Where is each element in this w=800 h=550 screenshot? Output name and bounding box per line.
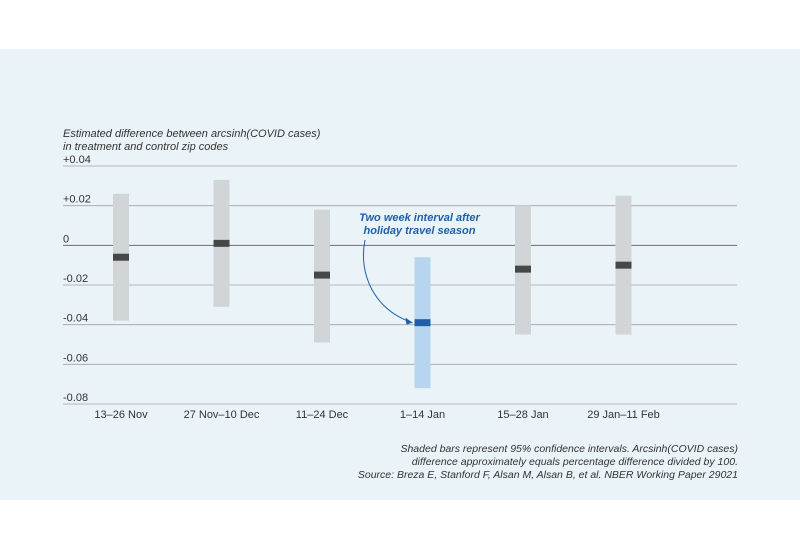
x-tick-label: 1–14 Jan xyxy=(400,409,445,421)
annotation-text-line: holiday travel season xyxy=(364,225,476,237)
annotation-arrowhead xyxy=(405,317,413,325)
footnote-line-2: difference approximately equals percenta… xyxy=(411,456,738,468)
y-tick-label: +0.04 xyxy=(63,154,91,166)
estimate-marker xyxy=(615,261,632,269)
estimate-marker xyxy=(314,271,330,279)
x-tick-label: 27 Nov–10 Dec xyxy=(184,409,260,421)
y-axis-label-line-1: Estimated difference between arcsinh(COV… xyxy=(63,128,321,140)
footnote-line-3: Source: Breza E, Stanford F, Alsan M, Al… xyxy=(357,469,738,481)
y-axis-label: Estimated difference between arcsinh(COV… xyxy=(63,128,393,154)
footnote-line-1: Shaded bars represent 95% confidence int… xyxy=(400,443,738,455)
y-tick-label: -0.02 xyxy=(63,273,88,285)
y-tick-label: 0 xyxy=(63,233,69,245)
y-tick-label: -0.08 xyxy=(63,392,88,404)
y-tick-label: -0.04 xyxy=(63,313,88,325)
estimate-marker xyxy=(113,253,129,261)
highlighted-estimate-marker xyxy=(414,319,431,327)
annotation-arrow xyxy=(363,239,413,324)
y-tick-label: -0.06 xyxy=(63,352,88,364)
chart-panel xyxy=(0,49,800,500)
chart-footnote: Shaded bars represent 95% confidence int… xyxy=(218,443,738,482)
x-tick-label: 15–28 Jan xyxy=(497,409,548,421)
estimate-marker xyxy=(515,265,531,273)
x-tick-label: 11–24 Dec xyxy=(296,409,349,421)
x-tick-label: 29 Jan–11 Feb xyxy=(587,409,660,421)
x-tick-label: 13–26 Nov xyxy=(94,409,148,421)
y-tick-label: +0.02 xyxy=(63,194,91,206)
annotation-text-line: Two week interval after xyxy=(359,212,480,224)
estimate-marker xyxy=(213,239,230,247)
y-axis-label-line-2: in treatment and control zip codes xyxy=(63,141,229,153)
